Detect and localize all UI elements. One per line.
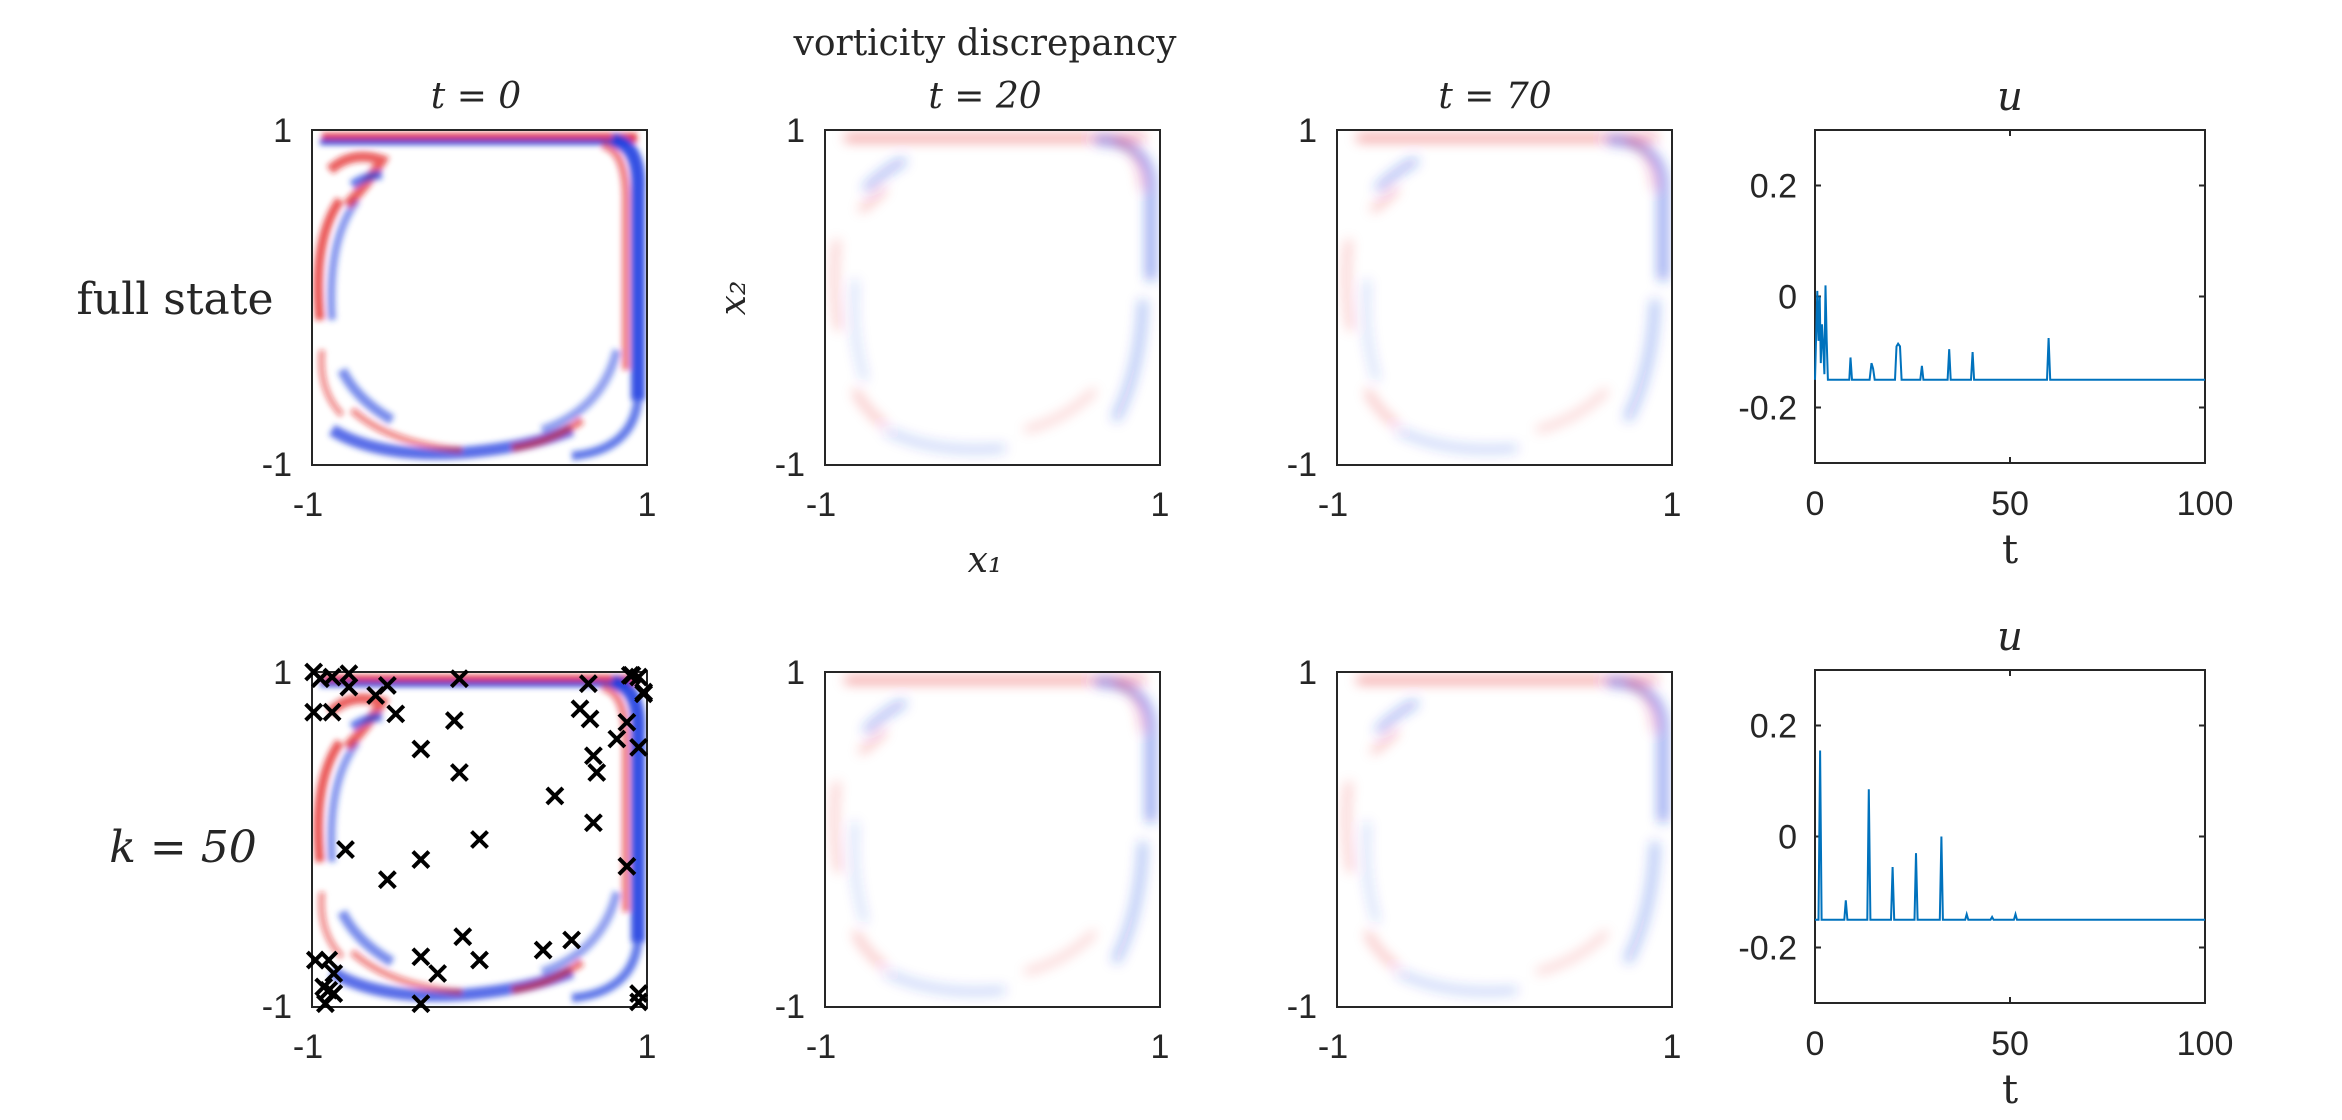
sensor-marker [620, 665, 640, 685]
sensor-marker [319, 980, 339, 1000]
x-tick-label: 100 [2177, 485, 2234, 523]
y-tick-label: -0.2 [1738, 930, 1797, 968]
sensor-marker [587, 763, 607, 782]
plot-title: u [1997, 74, 2023, 120]
y-tick-label: 0 [1778, 819, 1797, 857]
sensor-marker [449, 669, 469, 689]
tick-x-left: -1 [293, 486, 323, 524]
column-title-t0: t = 0 [431, 76, 521, 117]
sensor-marker [449, 763, 469, 782]
tick-y-top: 1 [1298, 112, 1317, 150]
field-panel-k50-t70 [1336, 671, 1673, 1008]
field-panel-full-t70 [1336, 129, 1673, 466]
sensor-marker [339, 677, 359, 697]
sensor-marker [470, 950, 489, 970]
tick-x-left: -1 [806, 1028, 836, 1066]
sensor-marker [617, 856, 637, 876]
y-tick-label: 0.2 [1750, 168, 1797, 206]
plot-frame [1814, 669, 2206, 1004]
sensor-marker [562, 930, 582, 950]
x-tick-label: 50 [1991, 485, 2029, 523]
sensor-marker [428, 964, 448, 983]
y-tick-label: 0.2 [1750, 708, 1797, 746]
row-label-k50: k = 50 [109, 822, 257, 873]
tick-x-right: 1 [1151, 1028, 1170, 1066]
sensor-marker [583, 746, 603, 766]
plot-title: u [1997, 614, 2023, 660]
sensor-marker [444, 711, 464, 730]
field-panel-full-t0 [311, 129, 648, 466]
tick-y-bottom: -1 [1287, 446, 1317, 484]
tick-y-top: 1 [273, 654, 292, 692]
x-axis-label: t [2002, 1067, 2018, 1113]
tick-x-right: 1 [1663, 486, 1682, 524]
y-tick-label: -0.2 [1738, 390, 1797, 428]
tick-y-bottom: -1 [1287, 988, 1317, 1026]
sensor-marker [336, 840, 355, 859]
x-tick-label: 0 [1806, 485, 1825, 523]
y-tick-label: 0 [1778, 279, 1797, 317]
tick-y-bottom: -1 [262, 446, 292, 484]
sensor-marker [617, 712, 637, 732]
sensor-markers [304, 662, 654, 1014]
sensor-marker [322, 702, 342, 722]
x-axis-label: t [2002, 527, 2018, 573]
tick-y-top: 1 [1298, 654, 1317, 692]
tick-x-left: -1 [806, 486, 836, 524]
column-title-t70: t = 70 [1438, 76, 1551, 117]
tick-y-top: 1 [273, 112, 292, 150]
sensor-marker [583, 813, 603, 833]
sensor-marker [629, 992, 649, 1012]
sensor-marker [629, 737, 649, 757]
tick-y-bottom: -1 [775, 446, 805, 484]
sensor-marker [377, 675, 397, 695]
sensor-marker [322, 667, 342, 687]
field-panel-k50-t20 [824, 671, 1161, 1008]
field-panel-k50-t0 [311, 671, 648, 1008]
tick-x-right: 1 [638, 486, 657, 524]
tick-x-right: 1 [1151, 486, 1170, 524]
tick-x-left: -1 [1318, 1028, 1348, 1066]
figure-title: vorticity discrepancy [792, 23, 1177, 64]
sensor-marker [411, 947, 431, 967]
x-tick-label: 50 [1991, 1025, 2029, 1063]
sensor-marker [634, 682, 654, 702]
sensor-marker [607, 729, 627, 749]
sensor-marker [411, 850, 431, 870]
tick-x-left: -1 [293, 1028, 323, 1066]
sensor-marker [304, 702, 324, 722]
sensor-marker [533, 940, 553, 960]
sensor-marker [453, 927, 473, 947]
sensor-marker [377, 870, 397, 890]
sensor-marker [324, 964, 344, 983]
tick-y-bottom: -1 [775, 988, 805, 1026]
tick-x-left: -1 [1318, 486, 1348, 524]
sensor-marker [545, 786, 565, 806]
row-label-full-state: full state [77, 274, 274, 325]
sensor-marker [411, 739, 431, 759]
sensor-marker [386, 704, 406, 724]
u-plot-k50: 0 50 100 -0.2 0 0.2 u t [1738, 614, 2233, 1113]
tick-y-bottom: -1 [262, 988, 292, 1026]
series-line-u [1814, 285, 2205, 381]
tick-x-right: 1 [1663, 1028, 1682, 1066]
column-title-t20: t = 20 [928, 76, 1041, 117]
plot-frame [1814, 129, 2206, 464]
sensor-marker [470, 830, 489, 849]
sensor-marker [580, 709, 600, 729]
tick-x-right: 1 [638, 1028, 657, 1066]
field-panel-full-t20 [824, 129, 1161, 466]
axis-label-x1: x₁ [968, 540, 1003, 581]
sensor-marker [319, 950, 339, 970]
sensor-marker [411, 994, 431, 1014]
tick-y-top: 1 [786, 654, 805, 692]
sensor-marker [578, 674, 598, 694]
series-line-u [1815, 750, 2205, 921]
tick-y-top: 1 [786, 112, 805, 150]
x-tick-label: 0 [1806, 1025, 1825, 1063]
x-tick-label: 100 [2177, 1025, 2234, 1063]
axis-label-x2: x₂ [713, 281, 754, 316]
u-plot-full-state: 0 50 100 -0.2 0 0.2 u t [1738, 74, 2233, 573]
